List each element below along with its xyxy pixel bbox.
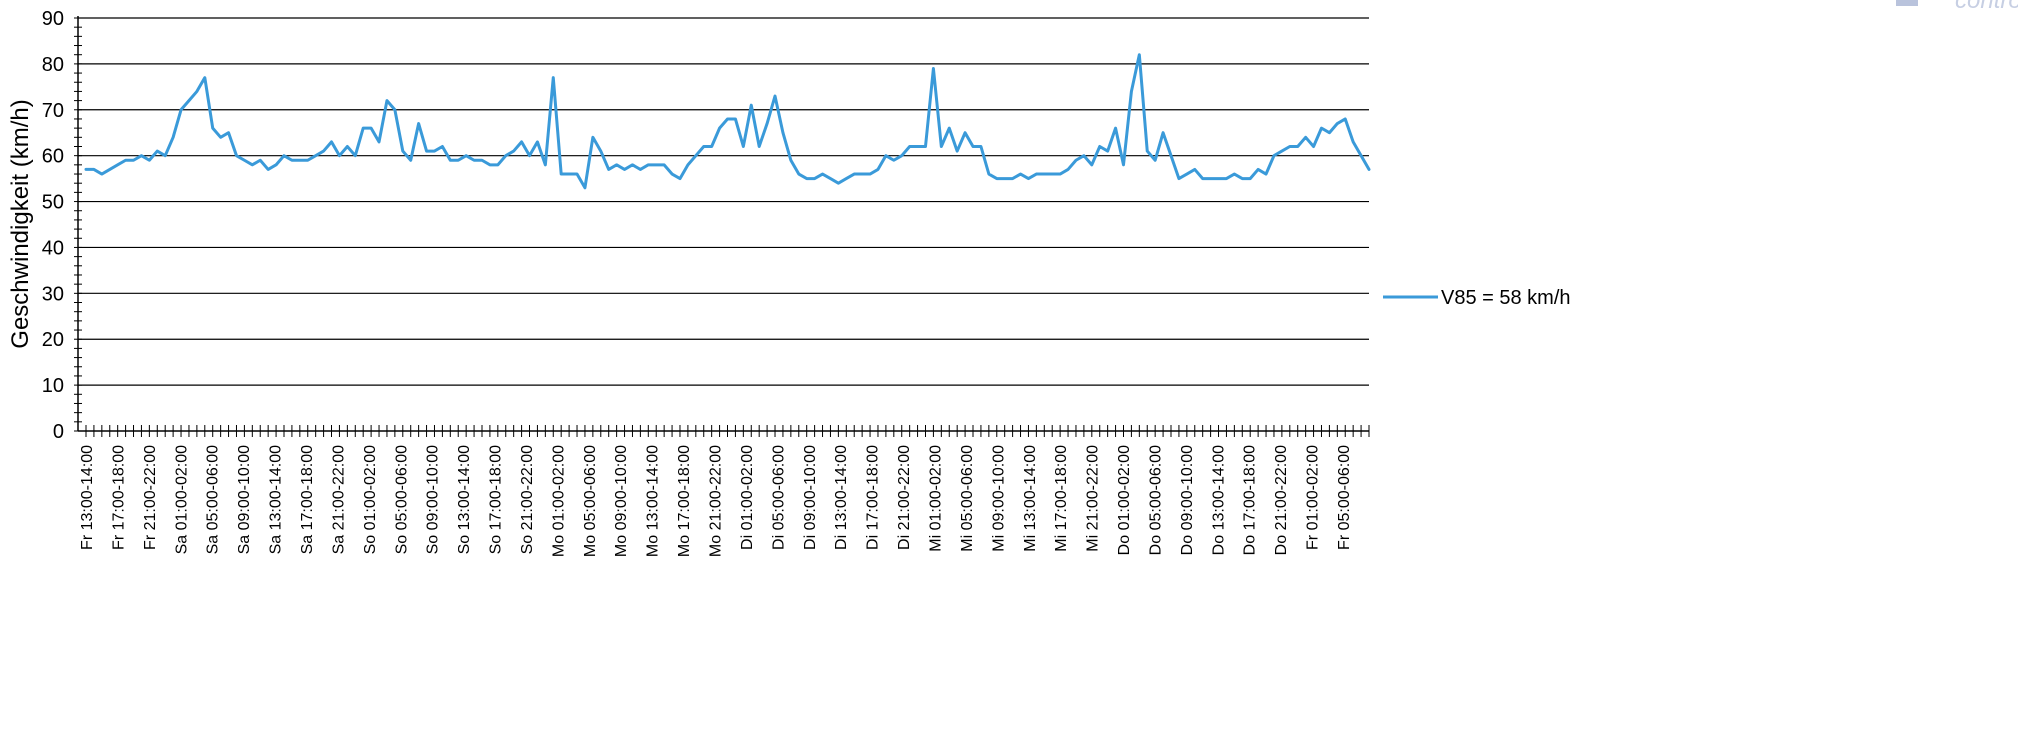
x-tick-label: Mi 17:00-18:00 xyxy=(1053,445,1070,552)
x-tick-label: Sa 13:00-14:00 xyxy=(268,445,285,555)
x-tick-label: Fr 17:00-18:00 xyxy=(110,445,127,550)
x-tick-labels: Fr 13:00-14:00 Fr 17:00-18:00 Fr 21:00-22:… xyxy=(79,445,1353,557)
legend-label-v85: V85 = 58 km/h xyxy=(1441,287,1571,309)
y-tick-label: 20 xyxy=(42,329,64,351)
x-tick-label: Do 05:00-06:00 xyxy=(1147,445,1164,555)
y-axis-label: Geschwindigkeit (km/h) xyxy=(7,99,34,348)
y-tick-label: 0 xyxy=(53,421,64,443)
x-tick-label: Mi 05:00-06:00 xyxy=(959,445,976,552)
x-tick-label: Do 01:00-02:00 xyxy=(1116,445,1133,555)
y-tick-label: 10 xyxy=(42,375,64,397)
x-tick-label: So 09:00-10:00 xyxy=(425,445,442,555)
x-tick-label: Do 09:00-10:00 xyxy=(1179,445,1196,555)
x-minor-ticks xyxy=(85,425,1370,437)
y-tick-label: 40 xyxy=(42,237,64,259)
logo-text: controlli xyxy=(1955,0,2018,14)
x-tick-label: So 13:00-14:00 xyxy=(456,445,473,555)
corner-logo: controlli xyxy=(1896,0,2018,14)
y-tick-label: 60 xyxy=(42,146,64,168)
x-tick-label: Mo 05:00-06:00 xyxy=(582,445,599,557)
y-tick-label: 30 xyxy=(42,283,64,305)
x-tick-label: Mo 21:00-22:00 xyxy=(708,445,725,557)
x-tick-label: Di 05:00-06:00 xyxy=(770,445,787,550)
x-tick-label: Sa 09:00-10:00 xyxy=(236,445,253,555)
x-tick-label: Mi 21:00-22:00 xyxy=(1085,445,1102,552)
x-tick-label: Di 21:00-22:00 xyxy=(896,445,913,550)
y-tick-label: 70 xyxy=(42,100,64,122)
x-tick-label: So 21:00-22:00 xyxy=(519,445,536,555)
x-tick-label: Sa 21:00-22:00 xyxy=(330,445,347,555)
logo-mark-icon xyxy=(1896,0,1918,6)
x-tick-label: Sa 17:00-18:00 xyxy=(299,445,316,555)
series-lines xyxy=(84,53,1371,190)
x-tick-label: Fr 21:00-22:00 xyxy=(142,445,159,550)
series-line-v85 xyxy=(84,53,1371,190)
x-tick-label: Sa 01:00-02:00 xyxy=(173,445,190,555)
y-tick-labels: 0 10 20 30 40 50 60 70 80 90 xyxy=(42,8,82,443)
x-tick-label: Do 17:00-18:00 xyxy=(1242,445,1259,555)
y-tick-label: 80 xyxy=(42,54,64,76)
x-tick-label: Mi 01:00-02:00 xyxy=(927,445,944,552)
grid-lines xyxy=(77,16,1369,432)
x-tick-label: Mi 09:00-10:00 xyxy=(990,445,1007,552)
x-tick-label: Di 17:00-18:00 xyxy=(865,445,882,550)
x-tick-label: Mo 13:00-14:00 xyxy=(645,445,662,557)
x-tick-label: Di 01:00-02:00 xyxy=(739,445,756,550)
x-tick-label: Mo 01:00-02:00 xyxy=(550,445,567,557)
x-tick-label: Di 09:00-10:00 xyxy=(802,445,819,550)
y-tick-label: 50 xyxy=(42,192,64,214)
x-tick-label: Di 13:00-14:00 xyxy=(833,445,850,550)
x-tick-label: Fr 01:00-02:00 xyxy=(1305,445,1322,550)
x-tick-label: So 05:00-06:00 xyxy=(393,445,410,555)
x-tick-label: Mi 13:00-14:00 xyxy=(1022,445,1039,552)
x-tick-label: Do 13:00-14:00 xyxy=(1210,445,1227,555)
x-tick-label: So 17:00-18:00 xyxy=(488,445,505,555)
x-tick-label: Mo 09:00-10:00 xyxy=(613,445,630,557)
x-tick-label: So 01:00-02:00 xyxy=(362,445,379,555)
x-tick-label: Fr 05:00-06:00 xyxy=(1336,445,1353,550)
x-tick-label: Mo 17:00-18:00 xyxy=(676,445,693,557)
x-tick-label: Sa 05:00-06:00 xyxy=(205,445,222,555)
y-tick-label: 90 xyxy=(42,8,64,30)
legend[interactable]: V85 = 58 km/h xyxy=(1383,287,1571,309)
x-tick-label: Fr 13:00-14:00 xyxy=(79,445,96,550)
x-tick-label: Do 21:00-22:00 xyxy=(1273,445,1290,555)
